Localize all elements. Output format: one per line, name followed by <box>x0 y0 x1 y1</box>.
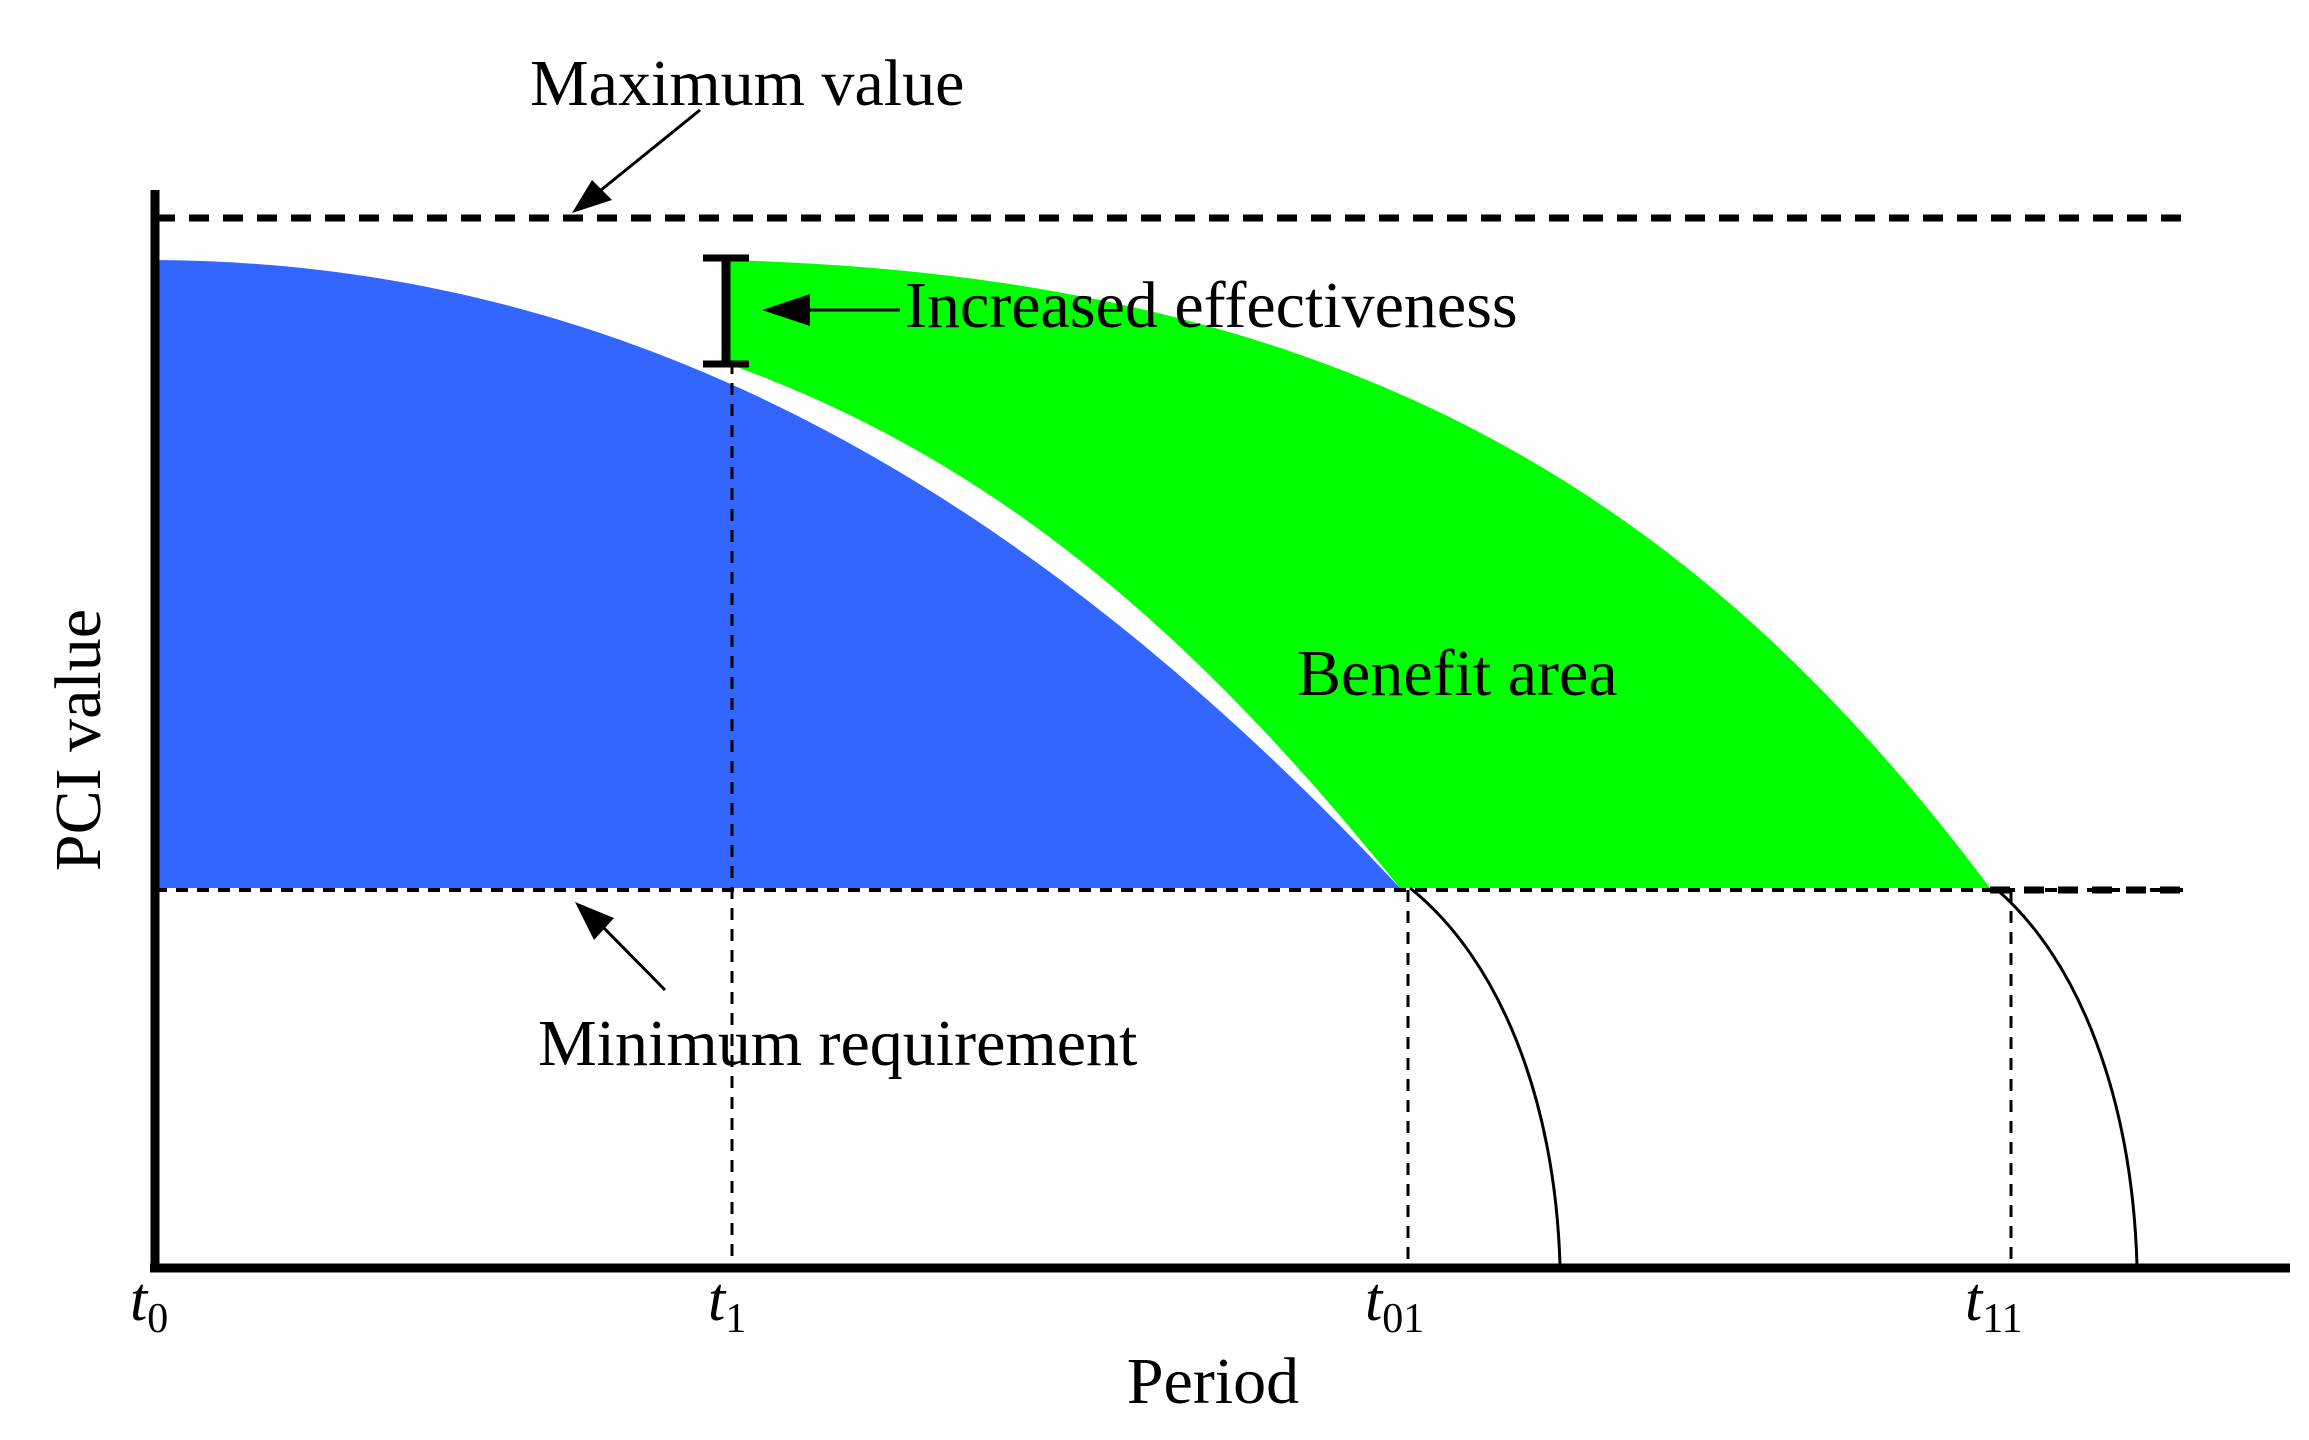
maximum-arrow <box>584 108 701 205</box>
decay-curve-2 <box>1994 886 2139 1266</box>
minimum-arrowhead <box>575 902 614 940</box>
y-axis-label: PCI value <box>42 609 115 871</box>
maximum-label: Maximum value <box>530 47 964 120</box>
maximum-arrowhead <box>572 180 612 213</box>
benefit-area <box>723 260 1990 888</box>
minimum-label: Minimum requirement <box>538 1007 1137 1080</box>
effectiveness-label: Increased effectiveness <box>905 269 1518 342</box>
x-axis-label: Period <box>1127 1345 1299 1418</box>
tick-label: t11 <box>1965 1266 2023 1342</box>
effectiveness-arrowhead <box>762 294 810 326</box>
tick-label: t01 <box>1365 1266 1424 1342</box>
baseline-area <box>155 260 1400 888</box>
tick-label: t0 <box>130 1266 168 1342</box>
benefit-label: Benefit area <box>1297 637 1618 710</box>
decay-curve-1 <box>1409 886 1562 1266</box>
minimum-arrow <box>598 922 667 992</box>
tick-label: t1 <box>708 1266 746 1342</box>
